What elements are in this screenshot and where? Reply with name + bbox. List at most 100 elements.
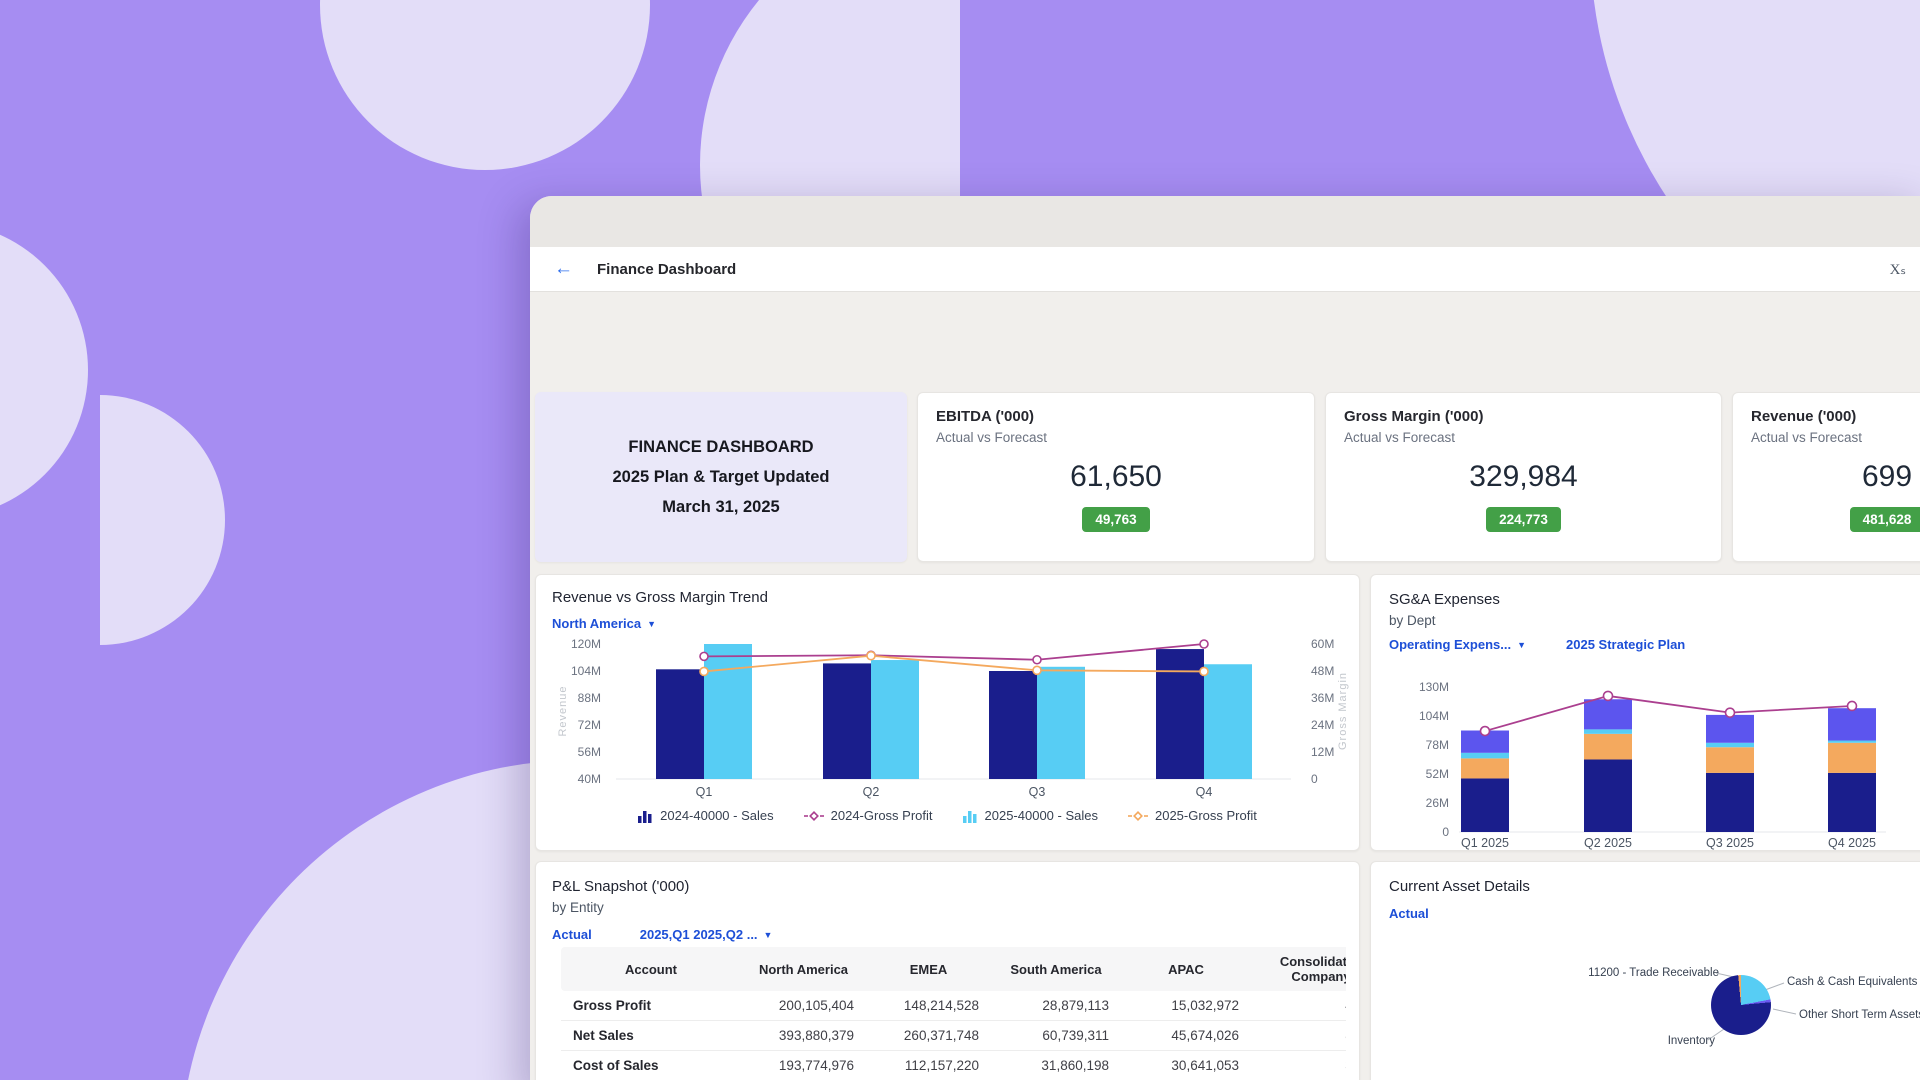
summary-line-2: 2025 Plan & Target Updated xyxy=(612,468,829,487)
column-header: APAC xyxy=(1121,947,1251,991)
table-header-row: AccountNorth AmericaEMEASouth AmericaAPA… xyxy=(561,947,1346,991)
svg-text:52M: 52M xyxy=(1426,767,1449,781)
kpi-subtitle: Actual vs Forecast xyxy=(936,430,1296,445)
header-right-glyph: Xₛ xyxy=(1890,260,1906,279)
chart-legend: 2024-40000 - Sales 2024-Gross Profit 202… xyxy=(536,808,1359,823)
legend-item: 2024-Gross Profit xyxy=(804,808,933,823)
region-filter-dropdown[interactable]: North America xyxy=(552,616,656,631)
pie-callout-label: Other Short Term Assets xyxy=(1799,1009,1920,1021)
svg-text:0: 0 xyxy=(1311,772,1318,786)
svg-text:12M: 12M xyxy=(1311,745,1334,759)
svg-text:40M: 40M xyxy=(578,772,601,786)
summary-card: FINANCE DASHBOARD 2025 Plan & Target Upd… xyxy=(535,392,907,562)
dashboard-content: FINANCE DASHBOARD 2025 Plan & Target Upd… xyxy=(530,292,1920,1080)
app-window: ← Finance Dashboard Xₛ FINANCE DASHBOARD… xyxy=(530,196,1920,1080)
kpi-title: Gross Margin ('000) xyxy=(1344,408,1703,425)
period-filter-dropdown[interactable]: 2025,Q1 2025,Q2 ... xyxy=(640,927,773,942)
svg-text:Q1 2025: Q1 2025 xyxy=(1461,836,1509,850)
table-row: Cost of Sales193,774,976112,157,22031,86… xyxy=(561,1051,1346,1080)
svg-text:88M: 88M xyxy=(578,691,601,705)
pnl-table: AccountNorth AmericaEMEASouth AmericaAPA… xyxy=(561,947,1346,1080)
diamond-marker-icon xyxy=(1128,810,1148,822)
account-filter-dropdown[interactable]: Operating Expens... xyxy=(1389,637,1526,652)
kpi-card-revenue: Revenue ('000) Actual vs Forecast 699 48… xyxy=(1732,392,1920,562)
pnl-table-container: AccountNorth AmericaEMEASouth AmericaAPA… xyxy=(561,947,1346,1080)
chart-title: SG&A Expenses xyxy=(1389,591,1911,608)
card-subtitle: by Entity xyxy=(552,900,1343,915)
svg-text:104M: 104M xyxy=(1419,709,1449,723)
column-header: EMEA xyxy=(866,947,991,991)
summary-line-3: March 31, 2025 xyxy=(662,498,779,517)
bg-circle xyxy=(0,222,88,518)
legend-item: 2025-40000 - Sales xyxy=(963,808,1098,823)
pnl-snapshot-card: P&L Snapshot ('000) by Entity Actual 202… xyxy=(535,861,1360,1080)
summary-line-1: FINANCE DASHBOARD xyxy=(628,438,813,457)
legend-item: 2024-40000 - Sales xyxy=(638,808,773,823)
pie-callout-label: Cash & Cash Equivalents xyxy=(1787,976,1917,988)
revenue-trend-card: Revenue vs Gross Margin Trend North Amer… xyxy=(535,574,1360,851)
legend-label: 2024-40000 - Sales xyxy=(660,808,773,823)
legend-label: 2025-Gross Profit xyxy=(1155,808,1257,823)
svg-text:Q4 2025: Q4 2025 xyxy=(1828,836,1876,850)
kpi-subtitle: Actual vs Forecast xyxy=(1344,430,1703,445)
svg-text:36M: 36M xyxy=(1311,691,1334,705)
legend-item: 2025-Gross Profit xyxy=(1128,808,1257,823)
kpi-card-gross-margin: Gross Margin ('000) Actual vs Forecast 3… xyxy=(1325,392,1722,562)
diamond-marker-icon xyxy=(804,810,824,822)
bar-chart-icon xyxy=(963,809,978,823)
current-assets-pie[interactable] xyxy=(1711,975,1771,1035)
scenario-filter-link[interactable]: 2025 Strategic Plan xyxy=(1566,637,1685,652)
legend-label: 2025-40000 - Sales xyxy=(985,808,1098,823)
chart-title: Revenue vs Gross Margin Trend xyxy=(552,589,1343,606)
column-header: North America xyxy=(741,947,866,991)
svg-text:Gross Margin: Gross Margin xyxy=(1337,672,1349,750)
table-row: Net Sales393,880,379260,371,74860,739,31… xyxy=(561,1021,1346,1051)
svg-text:Q2 2025: Q2 2025 xyxy=(1584,836,1632,850)
svg-text:0: 0 xyxy=(1442,825,1449,839)
svg-text:130M: 130M xyxy=(1419,680,1449,694)
svg-text:Revenue: Revenue xyxy=(557,685,569,736)
column-header: Account xyxy=(561,947,741,991)
svg-text:24M: 24M xyxy=(1311,718,1334,732)
kpi-forecast-badge: 224,773 xyxy=(1486,507,1561,532)
sgna-card: SG&A Expenses by Dept Operating Expens..… xyxy=(1370,574,1920,851)
svg-text:26M: 26M xyxy=(1426,796,1449,810)
kpi-subtitle: Actual vs Forecast xyxy=(1751,430,1920,445)
scenario-filter-link[interactable]: Actual xyxy=(552,927,592,942)
legend-label: 2024-Gross Profit xyxy=(831,808,933,823)
svg-text:Q3 2025: Q3 2025 xyxy=(1706,836,1754,850)
current-assets-card: Current Asset Details Actual 11200 - Tra… xyxy=(1370,861,1920,1080)
svg-text:48M: 48M xyxy=(1311,664,1334,678)
kpi-value: 329,984 xyxy=(1344,460,1703,494)
kpi-forecast-badge: 481,628 xyxy=(1850,507,1920,532)
scenario-filter-link[interactable]: Actual xyxy=(1389,906,1429,921)
chevron-down-icon xyxy=(641,616,656,631)
kpi-value: 699 xyxy=(1751,460,1920,494)
svg-text:Q3: Q3 xyxy=(1029,785,1046,799)
kpi-title: Revenue ('000) xyxy=(1751,408,1920,425)
pie-chart-area: 11200 - Trade Receivable Cash & Cash Equ… xyxy=(1371,957,1920,1077)
svg-text:Q2: Q2 xyxy=(863,785,880,799)
svg-text:78M: 78M xyxy=(1426,738,1449,752)
kpi-value: 61,650 xyxy=(936,460,1296,494)
column-header: South America xyxy=(991,947,1121,991)
app-header: ← Finance Dashboard Xₛ xyxy=(530,247,1920,292)
bg-circle xyxy=(320,0,650,170)
table-row: Gross Profit200,105,404148,214,52828,879… xyxy=(561,991,1346,1021)
kpi-forecast-badge: 49,763 xyxy=(1082,507,1149,532)
pie-callout-label: Inventory xyxy=(1668,1035,1715,1047)
window-chrome xyxy=(530,196,1920,247)
bar-chart-icon xyxy=(638,809,653,823)
card-title: P&L Snapshot ('000) xyxy=(552,878,1343,895)
revenue-trend-chart: 120M104M88M72M56M40M60M48M36M24M12M0Reve… xyxy=(536,575,1360,805)
chevron-down-icon xyxy=(1511,637,1526,652)
svg-text:104M: 104M xyxy=(571,664,601,678)
chevron-down-icon xyxy=(758,927,773,942)
card-title: Current Asset Details xyxy=(1389,878,1911,895)
column-header: Consolidated Company xyxy=(1251,947,1346,991)
pie-callout-label: 11200 - Trade Receivable xyxy=(1588,967,1719,979)
kpi-card-ebitda: EBITDA ('000) Actual vs Forecast 61,650 … xyxy=(917,392,1315,562)
kpi-title: EBITDA ('000) xyxy=(936,408,1296,425)
svg-text:72M: 72M xyxy=(578,718,601,732)
back-arrow-icon[interactable]: ← xyxy=(554,258,573,280)
